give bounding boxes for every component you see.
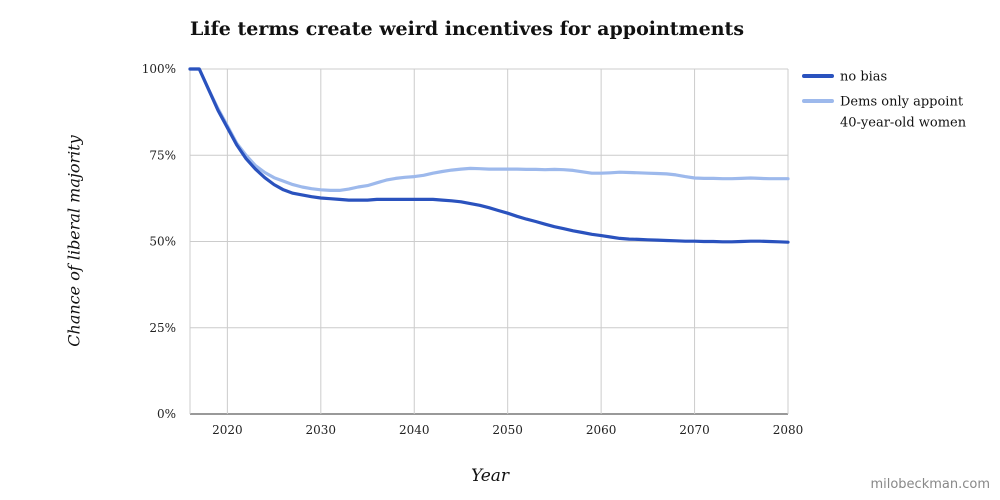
y-tick-label: 100%: [142, 62, 176, 76]
y-tick-label: 25%: [149, 321, 176, 335]
x-tick-label: 2030: [306, 423, 337, 437]
x-axis-label: Year: [470, 466, 510, 486]
legend-label: no bias: [840, 70, 887, 85]
x-tick-label: 2020: [212, 423, 243, 437]
site-watermark: milobeckman.com: [870, 477, 990, 492]
x-tick-label: 2050: [492, 423, 523, 437]
x-tick-label: 2040: [399, 423, 430, 437]
x-tick-label: 2070: [679, 423, 710, 437]
series-line-no-bias: [188, 67, 790, 244]
chart-title: Life terms create weird incentives for a…: [190, 18, 745, 40]
legend-label-line2: 40-year-old women: [840, 116, 967, 131]
x-tick-label: 2060: [586, 423, 617, 437]
y-tick-label: 75%: [149, 148, 176, 162]
y-tick-label: 0%: [157, 407, 176, 421]
y-tick-label: 50%: [149, 235, 176, 249]
legend-label: Dems only appoint: [840, 95, 964, 110]
series-line-dems-40yo-women: [188, 67, 790, 192]
x-tick-label: 2080: [773, 423, 804, 437]
